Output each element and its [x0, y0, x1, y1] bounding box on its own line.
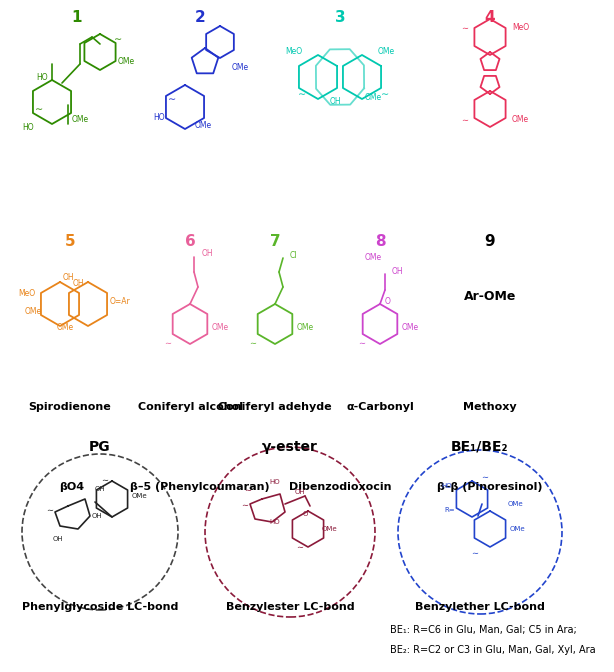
Text: 5: 5	[64, 235, 76, 249]
Text: OMe: OMe	[510, 526, 526, 532]
Text: Benzylester LC-bond: Benzylester LC-bond	[226, 602, 354, 612]
Text: 9: 9	[484, 235, 495, 249]
Text: HO: HO	[154, 112, 165, 122]
Text: $\sim$: $\sim$	[357, 337, 367, 347]
Text: O: O	[302, 511, 308, 517]
Text: 4: 4	[484, 9, 495, 24]
Text: MeO: MeO	[512, 22, 529, 32]
Text: Ar-OMe: Ar-OMe	[464, 290, 516, 304]
Text: HO: HO	[270, 479, 280, 485]
Text: $\sim$: $\sim$	[163, 337, 173, 347]
Text: $\sim$: $\sim$	[460, 114, 470, 124]
Text: $\sim$: $\sim$	[379, 87, 391, 97]
Text: OH: OH	[295, 489, 306, 495]
Text: $\sim$: $\sim$	[166, 92, 177, 102]
Text: PG: PG	[89, 440, 111, 454]
Text: OMe: OMe	[118, 58, 135, 67]
Text: Methoxy: Methoxy	[463, 402, 517, 412]
Text: 2: 2	[195, 9, 205, 24]
Text: OMe: OMe	[132, 493, 147, 499]
Text: 8: 8	[375, 235, 386, 249]
Text: HO: HO	[36, 73, 48, 81]
Text: HO: HO	[270, 519, 280, 525]
Text: Coniferyl alcohol: Coniferyl alcohol	[138, 402, 243, 412]
Text: α-Carbonyl: α-Carbonyl	[346, 402, 414, 412]
Text: $\sim$: $\sim$	[480, 472, 490, 480]
Text: OH: OH	[62, 273, 74, 282]
Text: Benzylether LC-bond: Benzylether LC-bond	[415, 602, 545, 612]
Text: $\sim$: $\sim$	[295, 542, 305, 550]
Text: $\sim$: $\sim$	[45, 505, 55, 513]
Text: OMe: OMe	[402, 323, 419, 331]
Text: OMe: OMe	[378, 48, 395, 56]
Text: OMe: OMe	[297, 323, 314, 331]
Text: OMe: OMe	[365, 253, 382, 261]
Text: OMe: OMe	[56, 323, 74, 331]
Text: R=: R=	[445, 507, 455, 513]
Text: O=Ar: O=Ar	[110, 298, 131, 306]
Text: MeO: MeO	[18, 290, 35, 298]
Text: Phenylglycoside LC-bond: Phenylglycoside LC-bond	[22, 602, 178, 612]
Text: 3: 3	[335, 9, 345, 24]
Text: OH: OH	[72, 280, 84, 288]
Text: Spirodienone: Spirodienone	[29, 402, 111, 412]
Text: $\sim$: $\sim$	[460, 22, 470, 32]
Text: $\sim$: $\sim$	[112, 32, 123, 42]
Text: Cl: Cl	[290, 251, 298, 259]
Text: 7: 7	[270, 235, 281, 249]
Text: $\sim$: $\sim$	[470, 548, 480, 556]
Text: $\sim$: $\sim$	[100, 474, 110, 483]
Text: OMe: OMe	[72, 114, 89, 124]
Text: OMe: OMe	[212, 323, 229, 331]
Text: 6: 6	[185, 235, 195, 249]
Text: $\sim$: $\sim$	[240, 499, 250, 509]
Text: HO: HO	[441, 483, 452, 489]
Text: OH: OH	[95, 486, 106, 492]
Text: BE₁/BE₂: BE₁/BE₂	[451, 440, 509, 454]
Text: $\sim$: $\sim$	[34, 102, 45, 112]
Text: OMe: OMe	[195, 120, 212, 130]
Text: OMe: OMe	[232, 62, 249, 71]
Text: OMe: OMe	[322, 526, 338, 532]
Text: βO4: βO4	[60, 482, 85, 492]
Text: $\sim$: $\sim$	[248, 337, 258, 347]
Text: OH: OH	[329, 97, 341, 106]
Text: BE₁: R=C6 in Glu, Man, Gal; C5 in Ara;: BE₁: R=C6 in Glu, Man, Gal; C5 in Ara;	[390, 625, 577, 635]
Text: MeO: MeO	[285, 48, 302, 56]
Text: OH: OH	[92, 513, 103, 519]
Text: HO: HO	[22, 122, 34, 132]
Text: β–β (Pinoresinol): β–β (Pinoresinol)	[437, 482, 543, 492]
Text: 1: 1	[72, 9, 82, 24]
Text: $\sim$: $\sim$	[297, 87, 308, 97]
Text: γ-ester: γ-ester	[262, 440, 318, 454]
Text: Coniferyl adehyde: Coniferyl adehyde	[218, 402, 332, 412]
Text: Dibenzodioxocin: Dibenzodioxocin	[289, 482, 391, 492]
Text: OMe: OMe	[508, 501, 524, 507]
Text: OH: OH	[53, 536, 63, 542]
Text: BE₂: R=C2 or C3 in Glu, Man, Gal, Xyl, Ara: BE₂: R=C2 or C3 in Glu, Man, Gal, Xyl, A…	[390, 645, 596, 655]
Text: O: O	[385, 298, 391, 306]
Text: OMe: OMe	[512, 114, 529, 124]
Text: OH: OH	[392, 267, 403, 276]
Text: $\sim$: $\sim$	[243, 485, 253, 493]
Text: OH: OH	[202, 249, 214, 259]
Text: β–5 (Phenylcoumaran): β–5 (Phenylcoumaran)	[130, 482, 270, 492]
Text: OMe: OMe	[365, 93, 382, 101]
Text: OMe: OMe	[25, 308, 42, 317]
